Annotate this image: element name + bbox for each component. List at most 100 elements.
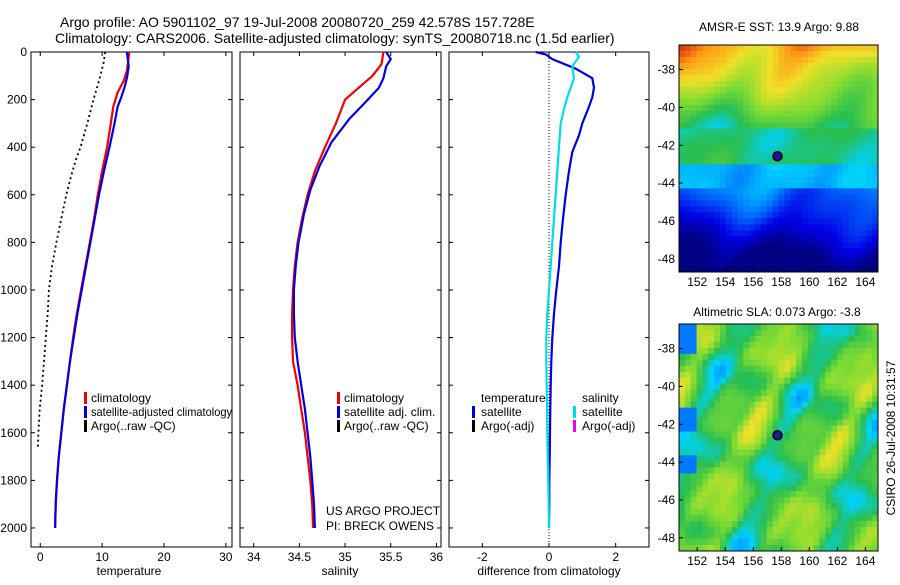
map-cell — [679, 242, 686, 249]
map-cell — [749, 497, 756, 504]
map-cell — [854, 461, 861, 468]
map-cell — [772, 134, 779, 141]
map-cell — [696, 254, 703, 261]
map-cell — [684, 146, 692, 153]
map-cell — [725, 443, 733, 450]
map-cell — [837, 324, 844, 331]
x-tick-label: 35 — [338, 550, 352, 564]
map-cell — [696, 74, 703, 82]
map-cell — [784, 473, 791, 480]
map-cell — [714, 98, 721, 106]
map-cell — [784, 515, 791, 522]
map-cell — [714, 62, 721, 70]
map-cell — [684, 230, 692, 237]
map-cell — [807, 98, 815, 106]
map-cell — [831, 377, 838, 385]
map-cell — [790, 377, 797, 385]
map-cell — [784, 413, 791, 420]
map-cell — [837, 206, 844, 213]
map-cell — [790, 176, 797, 183]
map-cell — [719, 188, 727, 195]
map-cell — [860, 383, 867, 391]
map-cell — [731, 401, 738, 409]
map-cell — [743, 515, 750, 522]
map-cell — [854, 68, 861, 76]
map-cell — [801, 419, 809, 426]
map-cell — [860, 206, 867, 213]
map-cell — [801, 176, 809, 183]
map-cell — [778, 104, 785, 112]
map-cell — [813, 377, 820, 385]
map-cell — [796, 164, 803, 171]
map-cell — [737, 194, 744, 201]
map-cell — [702, 467, 709, 474]
map-cell — [848, 158, 855, 165]
map-cell — [719, 371, 727, 379]
series-line — [36, 51, 107, 450]
map-cell — [684, 437, 692, 444]
map-cell — [679, 182, 686, 189]
map-cell — [737, 218, 744, 225]
map-cell — [743, 545, 750, 552]
map-cell — [749, 461, 756, 468]
map-cell — [825, 80, 832, 88]
map-cell — [749, 266, 756, 273]
map-cell — [848, 80, 855, 88]
x-tick-label: 162 — [827, 554, 847, 568]
map-cell — [790, 218, 797, 225]
map-cell — [743, 224, 750, 231]
map-cell — [778, 110, 785, 118]
map-cell — [749, 236, 756, 243]
map-cell — [866, 182, 873, 189]
map-cell — [860, 347, 867, 355]
map-cell — [743, 437, 750, 444]
map-cell — [731, 473, 738, 480]
map-cell — [708, 68, 715, 76]
map-cell — [801, 449, 809, 456]
map-cell — [784, 485, 791, 492]
map-cell — [714, 68, 721, 76]
map-cell — [848, 260, 855, 267]
map-cell — [690, 443, 697, 450]
map-cell — [784, 497, 791, 504]
map-cell — [848, 68, 855, 76]
map-cell — [854, 359, 861, 367]
map-cell — [790, 395, 797, 403]
map-cell — [872, 122, 879, 130]
map-cell — [702, 218, 709, 225]
map-cell — [702, 98, 709, 106]
map-cell — [731, 164, 738, 171]
map-cell — [725, 479, 733, 486]
map-cell — [766, 206, 774, 213]
map-cell — [766, 545, 774, 552]
map-cell — [749, 515, 756, 522]
map-cell — [819, 401, 826, 409]
map-cell — [837, 176, 844, 183]
map-cell — [749, 503, 756, 510]
map-cell — [690, 110, 697, 118]
map-cell — [778, 50, 785, 58]
x-tick-label: 154 — [715, 554, 735, 568]
map-cell — [696, 68, 703, 76]
map-cell — [696, 329, 703, 337]
y-tick-label: 600 — [7, 188, 27, 202]
map-cell — [790, 230, 797, 237]
map-cell — [725, 146, 733, 153]
map-cell — [866, 254, 873, 261]
map-cell — [702, 164, 709, 171]
map-cell — [848, 230, 855, 237]
map-cell — [690, 389, 697, 397]
map-cell — [801, 212, 809, 219]
map-cell — [690, 98, 697, 106]
map-cell — [719, 509, 727, 516]
map-cell — [866, 50, 873, 58]
map-cell — [714, 80, 721, 88]
map-cell — [866, 449, 873, 456]
map-cell — [825, 371, 832, 379]
map-cell — [854, 230, 861, 237]
map-cell — [813, 242, 820, 249]
map-cell — [749, 248, 756, 255]
map-cell — [778, 260, 785, 267]
map-cell — [842, 92, 850, 100]
